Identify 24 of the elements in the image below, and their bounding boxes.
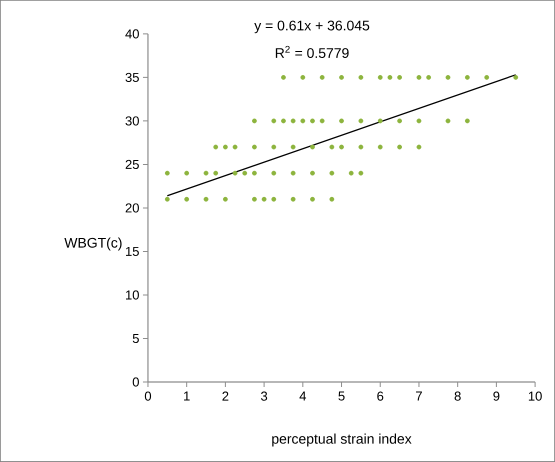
y-tick-label: 0: [132, 377, 139, 387]
y-tick-label: 35: [126, 72, 139, 82]
y-tick-label: 40: [125, 29, 139, 38]
y-tick-label: 10: [126, 290, 139, 300]
x-tick-label: 0: [144, 392, 152, 401]
y-tick-label: 5: [132, 334, 139, 344]
y-tick-label: 25: [126, 160, 139, 170]
x-tick-label: 9: [493, 392, 500, 401]
x-tick-label: 6: [377, 392, 384, 401]
x-tick-label: 2: [222, 392, 228, 401]
x-tick-label: 4: [300, 392, 306, 400]
x-axis-title: perceptual strain index: [272, 434, 412, 447]
x-tick-label: 8: [454, 392, 461, 401]
y-axis-title: WBGT(c): [64, 237, 122, 250]
x-tick-label: 3: [261, 392, 268, 401]
annotation: R$^{2}$ = 0.5779: [276, 46, 349, 58]
y-tick-label: 30: [126, 116, 139, 126]
x-tick-label: 7: [416, 392, 422, 400]
x-tick-label: 5: [338, 392, 345, 401]
text: y = 0.61x + 36.045: [254, 20, 370, 34]
x-tick-label: 10: [528, 392, 542, 401]
y-tick-label: 15: [126, 246, 139, 256]
x-tick-label: 1: [184, 392, 190, 400]
y-tick-label: 20: [126, 203, 139, 213]
